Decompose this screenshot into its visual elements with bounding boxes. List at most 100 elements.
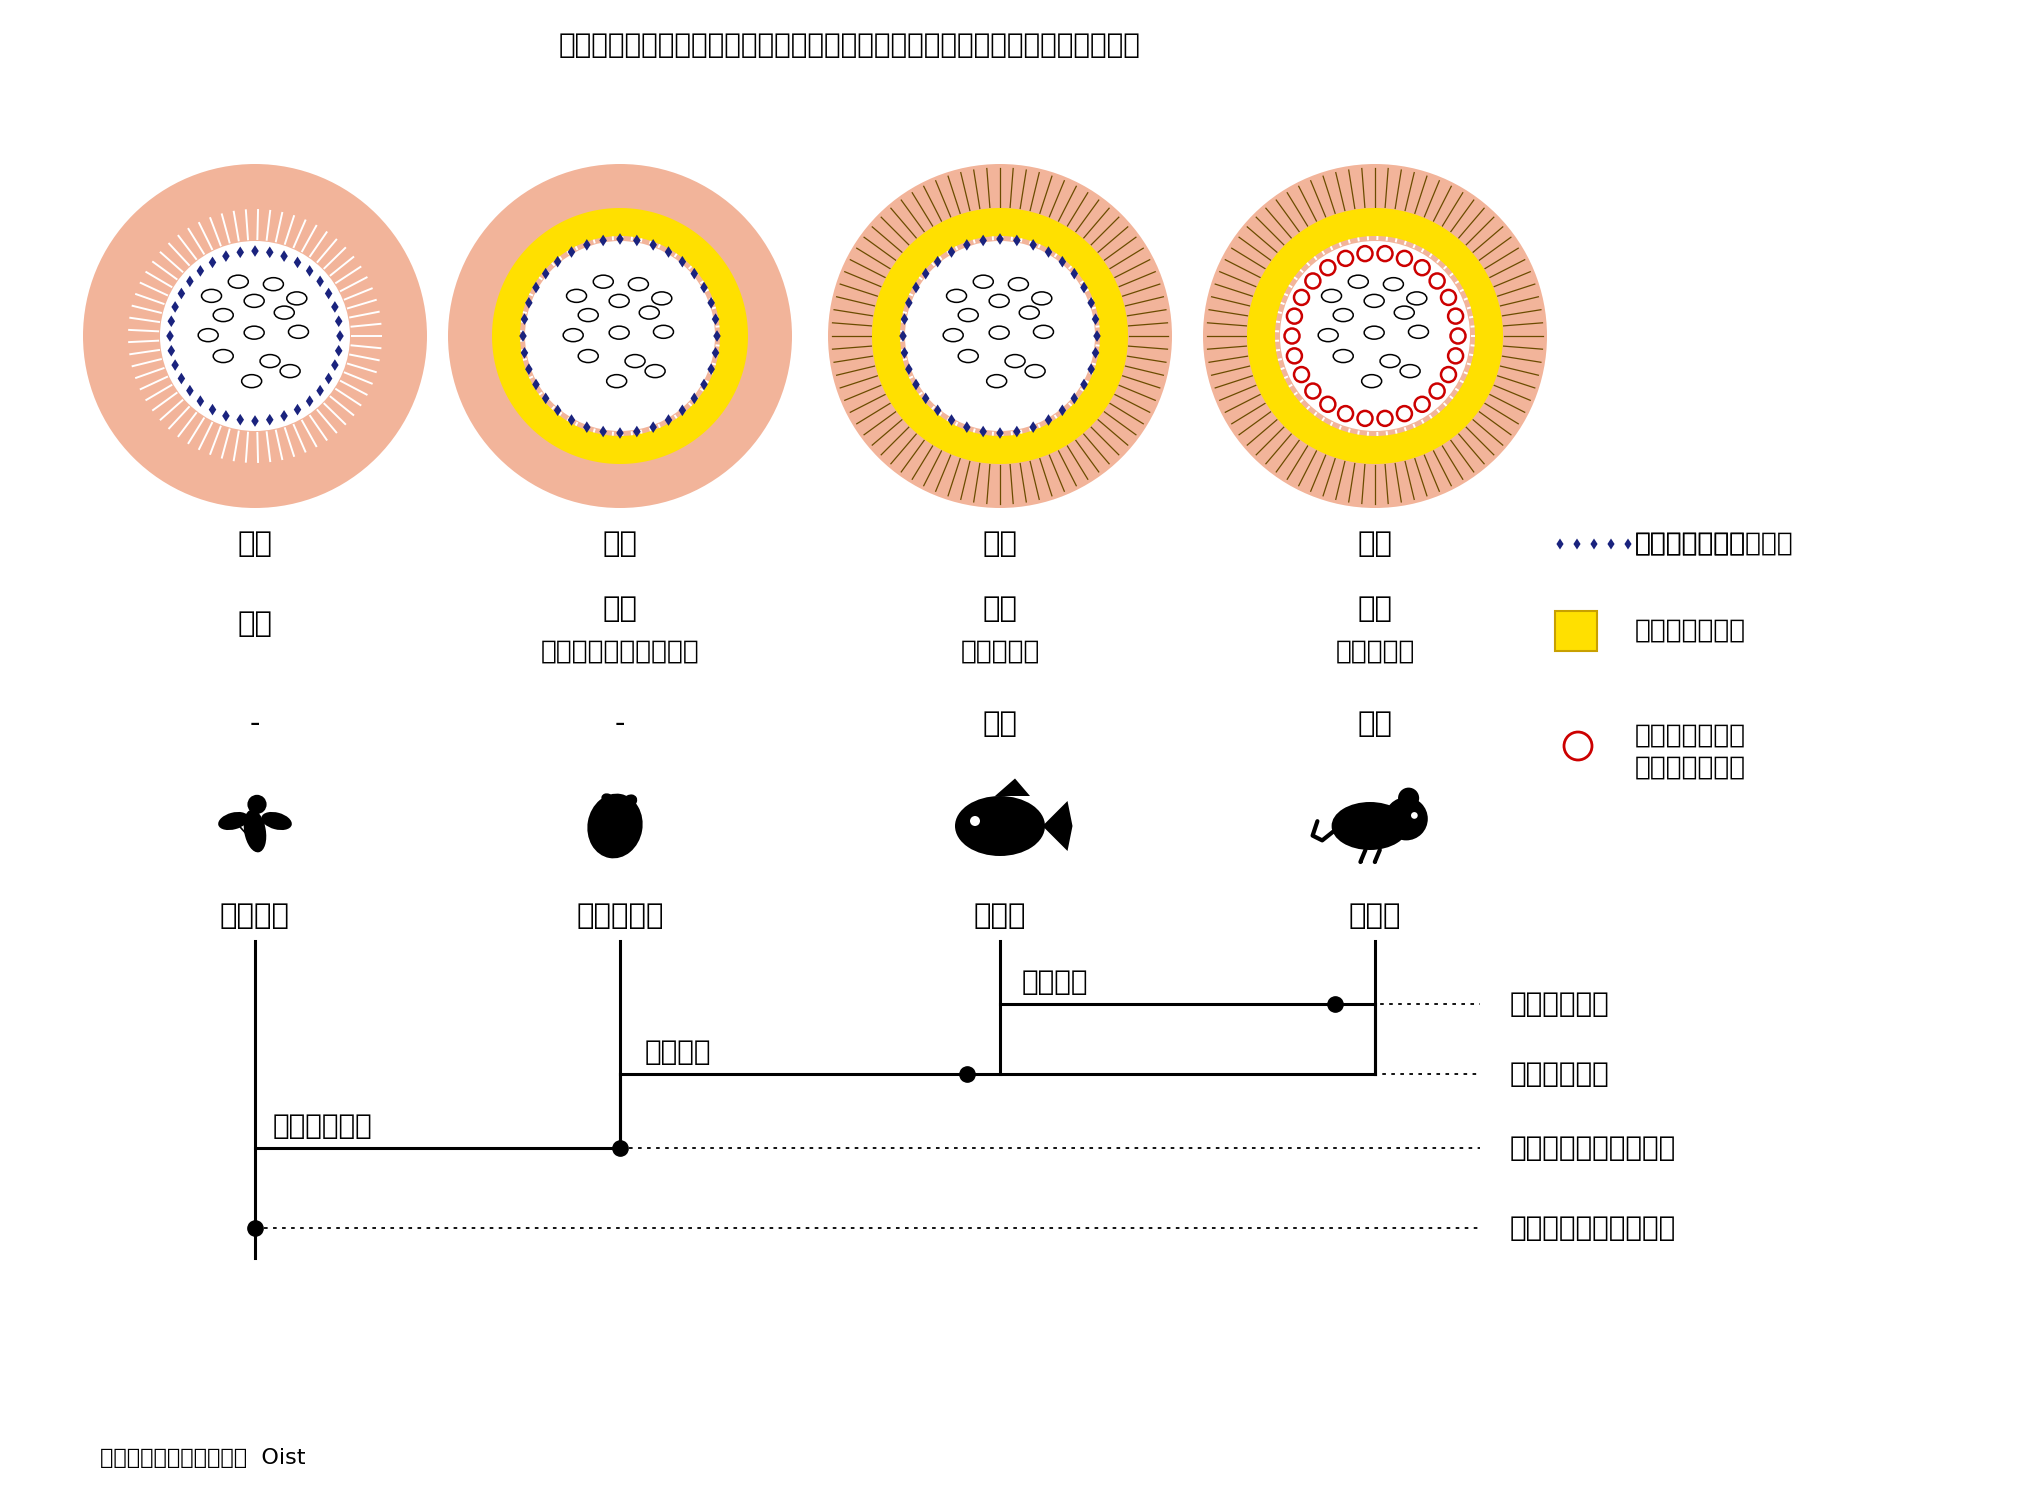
- Ellipse shape: [606, 374, 627, 388]
- Text: 昆虫など: 昆虫など: [219, 902, 290, 930]
- Text: 粘液層への定着: 粘液層への定着: [1635, 755, 1746, 782]
- Circle shape: [1377, 412, 1393, 426]
- Polygon shape: [1574, 538, 1580, 550]
- Polygon shape: [1071, 392, 1079, 404]
- Polygon shape: [525, 364, 533, 374]
- Polygon shape: [316, 275, 324, 287]
- Circle shape: [525, 241, 716, 431]
- Polygon shape: [1014, 235, 1020, 247]
- Polygon shape: [187, 385, 193, 397]
- Text: あり: あり: [982, 531, 1018, 559]
- Polygon shape: [266, 247, 274, 259]
- Ellipse shape: [213, 309, 233, 321]
- Polygon shape: [280, 250, 288, 262]
- Text: 真骨魚: 真骨魚: [973, 902, 1026, 930]
- Polygon shape: [980, 235, 988, 247]
- Circle shape: [1442, 367, 1456, 382]
- Polygon shape: [168, 345, 174, 357]
- Polygon shape: [554, 256, 562, 267]
- Polygon shape: [187, 275, 193, 287]
- Polygon shape: [700, 379, 708, 391]
- Ellipse shape: [1365, 294, 1385, 308]
- Circle shape: [1294, 290, 1308, 305]
- Circle shape: [128, 208, 383, 464]
- Polygon shape: [1091, 314, 1099, 325]
- Polygon shape: [266, 415, 274, 425]
- Polygon shape: [324, 288, 333, 299]
- Text: 哺乳類: 哺乳類: [1349, 902, 1401, 930]
- Polygon shape: [519, 330, 527, 342]
- Polygon shape: [900, 348, 909, 358]
- Polygon shape: [898, 330, 907, 342]
- Polygon shape: [1087, 364, 1095, 374]
- Text: ゲル形成ムチン: ゲル形成ムチン: [1635, 618, 1746, 643]
- Text: あり: あり: [602, 594, 637, 623]
- Polygon shape: [1555, 538, 1564, 550]
- Text: （粘液層）: （粘液層）: [961, 639, 1040, 666]
- Polygon shape: [251, 415, 260, 426]
- Polygon shape: [714, 330, 720, 342]
- Ellipse shape: [973, 275, 994, 288]
- Polygon shape: [1059, 256, 1067, 267]
- Circle shape: [1430, 273, 1444, 288]
- Ellipse shape: [1332, 349, 1353, 363]
- Circle shape: [160, 241, 351, 431]
- Polygon shape: [1087, 297, 1095, 309]
- Polygon shape: [996, 426, 1004, 438]
- Polygon shape: [331, 302, 339, 312]
- Ellipse shape: [623, 795, 637, 807]
- Polygon shape: [1624, 538, 1633, 550]
- Ellipse shape: [959, 309, 977, 321]
- Text: 脊索動物: 脊索動物: [645, 1039, 712, 1065]
- Polygon shape: [209, 257, 217, 267]
- Ellipse shape: [243, 810, 266, 853]
- Text: キチン製バリア: キチン製バリア: [1635, 531, 1746, 557]
- Polygon shape: [1247, 208, 1503, 464]
- Polygon shape: [166, 330, 174, 342]
- Polygon shape: [712, 348, 720, 358]
- Ellipse shape: [288, 325, 308, 339]
- Text: キチンの喪失: キチンの喪失: [1511, 990, 1610, 1018]
- Polygon shape: [900, 314, 909, 325]
- Ellipse shape: [280, 364, 300, 377]
- Ellipse shape: [286, 291, 306, 305]
- Polygon shape: [306, 265, 314, 276]
- Polygon shape: [1014, 425, 1020, 437]
- Ellipse shape: [241, 374, 262, 388]
- Ellipse shape: [243, 294, 264, 308]
- Ellipse shape: [1322, 290, 1343, 302]
- Polygon shape: [316, 385, 324, 397]
- Polygon shape: [568, 247, 576, 257]
- Ellipse shape: [629, 278, 649, 291]
- Polygon shape: [913, 379, 921, 391]
- Text: 脊椎動物: 脊椎動物: [1022, 967, 1089, 996]
- Ellipse shape: [955, 796, 1044, 856]
- Polygon shape: [1030, 239, 1036, 251]
- Ellipse shape: [566, 290, 586, 302]
- Circle shape: [1320, 260, 1334, 275]
- Circle shape: [83, 163, 428, 508]
- Circle shape: [1430, 383, 1444, 398]
- Polygon shape: [197, 395, 205, 407]
- Polygon shape: [1071, 267, 1079, 279]
- Ellipse shape: [608, 325, 629, 339]
- Ellipse shape: [1332, 309, 1353, 321]
- Ellipse shape: [990, 325, 1010, 339]
- Circle shape: [1442, 290, 1456, 305]
- Ellipse shape: [1361, 374, 1381, 388]
- Polygon shape: [692, 267, 698, 279]
- Polygon shape: [679, 256, 685, 267]
- Text: -: -: [614, 710, 625, 739]
- Text: あり: あり: [982, 594, 1018, 623]
- Polygon shape: [996, 779, 1030, 796]
- Polygon shape: [913, 282, 921, 293]
- Text: あり: あり: [237, 531, 272, 559]
- Circle shape: [1564, 733, 1592, 759]
- Ellipse shape: [229, 275, 247, 288]
- Ellipse shape: [1379, 355, 1399, 367]
- Polygon shape: [223, 250, 229, 262]
- Circle shape: [1320, 397, 1334, 412]
- Circle shape: [1306, 383, 1320, 398]
- Ellipse shape: [594, 275, 612, 288]
- Circle shape: [1397, 406, 1411, 421]
